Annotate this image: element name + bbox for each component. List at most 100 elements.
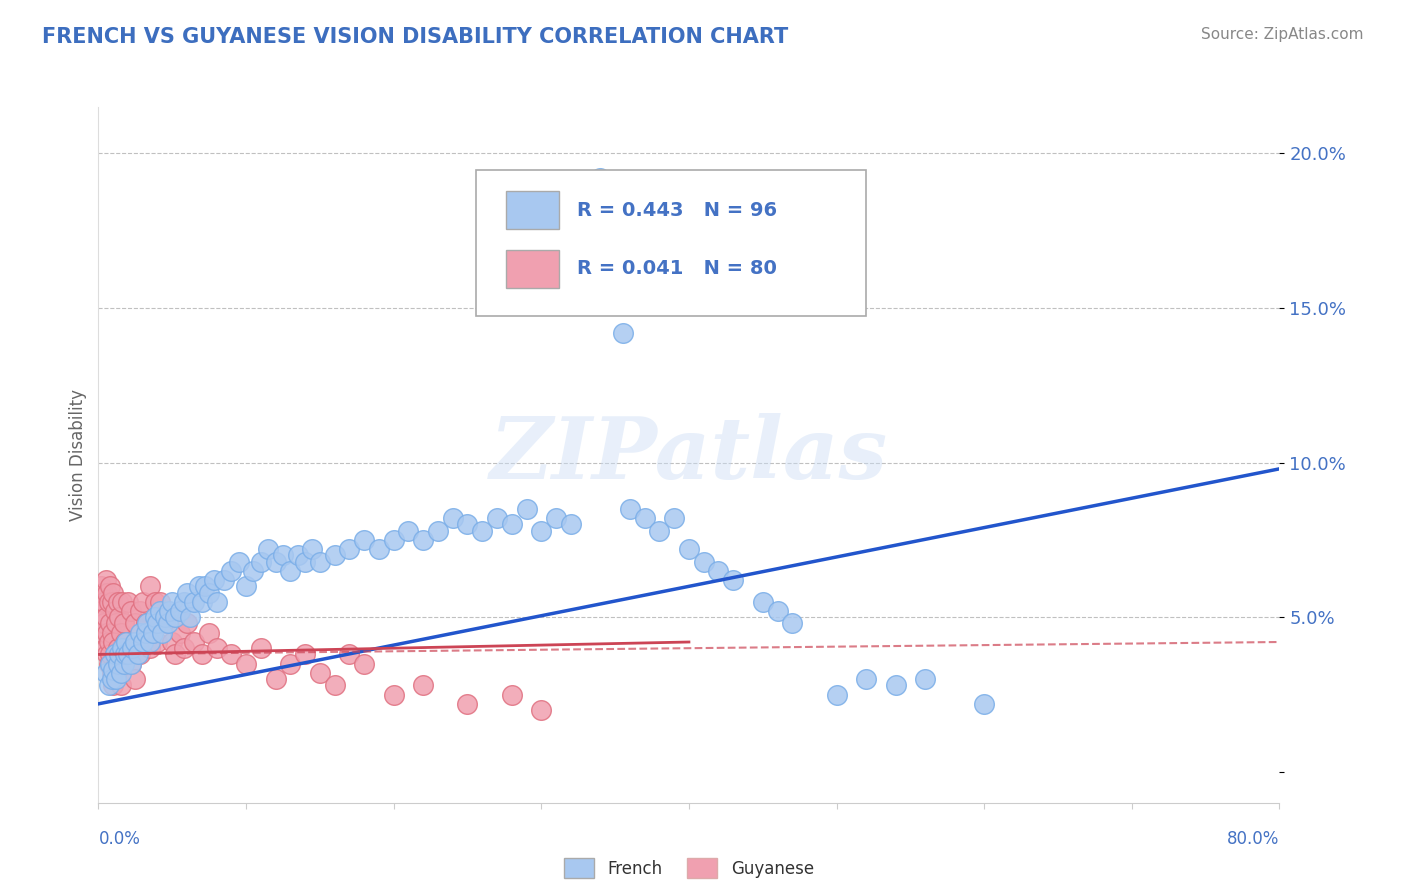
Point <box>486 511 509 525</box>
Point <box>97 635 120 649</box>
Point <box>120 604 142 618</box>
Point <box>165 648 187 662</box>
Point <box>412 533 434 547</box>
Point <box>107 595 129 609</box>
Point <box>191 595 214 609</box>
Text: R = 0.041   N = 80: R = 0.041 N = 80 <box>576 259 776 278</box>
Point <box>132 595 155 609</box>
Point <box>94 573 117 587</box>
Point <box>115 635 138 649</box>
Text: R = 0.443   N = 96: R = 0.443 N = 96 <box>576 201 778 219</box>
Point <box>973 697 995 711</box>
Text: 0.0%: 0.0% <box>98 830 141 847</box>
Point <box>94 610 117 624</box>
Point <box>110 665 132 680</box>
Point <box>212 573 235 587</box>
Text: 80.0%: 80.0% <box>1227 830 1279 847</box>
Point <box>93 616 115 631</box>
Point <box>142 625 165 640</box>
FancyBboxPatch shape <box>506 250 560 288</box>
Point <box>114 635 136 649</box>
Point <box>96 625 118 640</box>
Point <box>456 517 478 532</box>
Point <box>108 665 131 680</box>
Point <box>110 625 132 640</box>
Point <box>108 610 131 624</box>
Point <box>117 641 139 656</box>
Point <box>825 688 848 702</box>
Point <box>98 616 121 631</box>
Point <box>368 542 391 557</box>
Point <box>278 564 302 578</box>
Point <box>107 641 129 656</box>
Point <box>103 635 125 649</box>
FancyBboxPatch shape <box>506 191 560 229</box>
Point <box>191 648 214 662</box>
Point <box>146 616 169 631</box>
Point <box>107 657 129 671</box>
Point <box>198 625 221 640</box>
Point <box>111 641 134 656</box>
Point <box>353 533 375 547</box>
Point <box>456 697 478 711</box>
Point <box>100 625 122 640</box>
Point <box>205 595 228 609</box>
Point <box>264 555 287 569</box>
Point <box>471 524 494 538</box>
Point <box>205 641 228 656</box>
Point <box>235 657 257 671</box>
Point <box>544 511 567 525</box>
Legend: French, Guyanese: French, Guyanese <box>557 851 821 885</box>
FancyBboxPatch shape <box>477 169 866 316</box>
Point <box>183 595 205 609</box>
Point <box>707 564 730 578</box>
Point <box>157 604 180 618</box>
Point <box>176 585 198 599</box>
Point <box>156 616 179 631</box>
Point <box>104 648 127 662</box>
Point <box>183 635 205 649</box>
Point <box>162 595 183 609</box>
Point <box>128 604 150 618</box>
Point <box>105 672 128 686</box>
Point <box>162 635 183 649</box>
Point <box>124 672 146 686</box>
Point <box>198 585 221 599</box>
Point <box>560 517 582 532</box>
Point <box>612 326 634 340</box>
Point <box>103 678 125 692</box>
Point <box>353 657 375 671</box>
Point <box>139 579 162 593</box>
Point <box>914 672 936 686</box>
Point <box>664 511 686 525</box>
Point <box>751 595 773 609</box>
Point <box>228 555 250 569</box>
Point <box>309 665 332 680</box>
Point <box>149 595 172 609</box>
Point <box>187 579 209 593</box>
Point <box>90 579 112 593</box>
Point <box>271 549 294 563</box>
Point <box>855 672 877 686</box>
Point <box>382 533 405 547</box>
Text: ZIPatlas: ZIPatlas <box>489 413 889 497</box>
Point <box>412 678 434 692</box>
Point <box>97 595 120 609</box>
Point <box>250 555 273 569</box>
Point <box>150 625 173 640</box>
Point <box>124 635 146 649</box>
Point <box>427 524 450 538</box>
Point <box>884 678 907 692</box>
Point <box>294 648 316 662</box>
Point <box>323 678 346 692</box>
Point <box>94 641 117 656</box>
Point <box>111 595 134 609</box>
Point <box>105 616 128 631</box>
Point <box>179 610 201 624</box>
Point <box>309 555 332 569</box>
Point <box>194 579 217 593</box>
Point <box>693 555 716 569</box>
Point <box>165 610 187 624</box>
Point <box>97 657 120 671</box>
Point <box>98 648 121 662</box>
